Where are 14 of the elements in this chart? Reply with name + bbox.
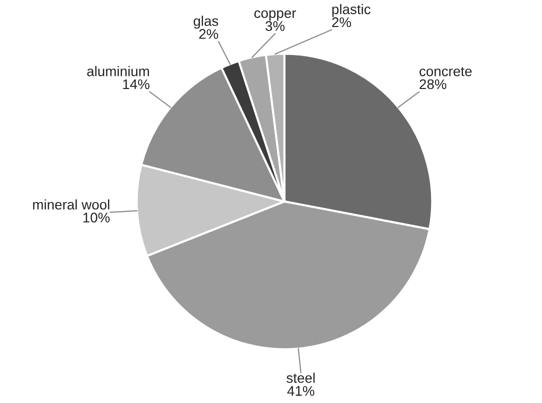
slice-label: copper bbox=[254, 10, 296, 21]
data-label: 2% bbox=[199, 29, 218, 39]
slice-label: aluminium bbox=[87, 66, 149, 76]
slice-label: steel bbox=[286, 372, 315, 383]
data-label: 2% bbox=[332, 17, 352, 28]
slice-label: plastic bbox=[332, 4, 370, 17]
data-label: 41% bbox=[287, 386, 314, 396]
data-label: 28% bbox=[420, 79, 446, 90]
data-label: 10% bbox=[83, 212, 110, 222]
slice-label: concrete bbox=[420, 67, 472, 76]
slice-label: glas bbox=[194, 16, 218, 29]
data-label: 3% bbox=[266, 21, 285, 31]
slice-label: mineral wool bbox=[33, 199, 110, 210]
data-label: 14% bbox=[123, 79, 150, 90]
